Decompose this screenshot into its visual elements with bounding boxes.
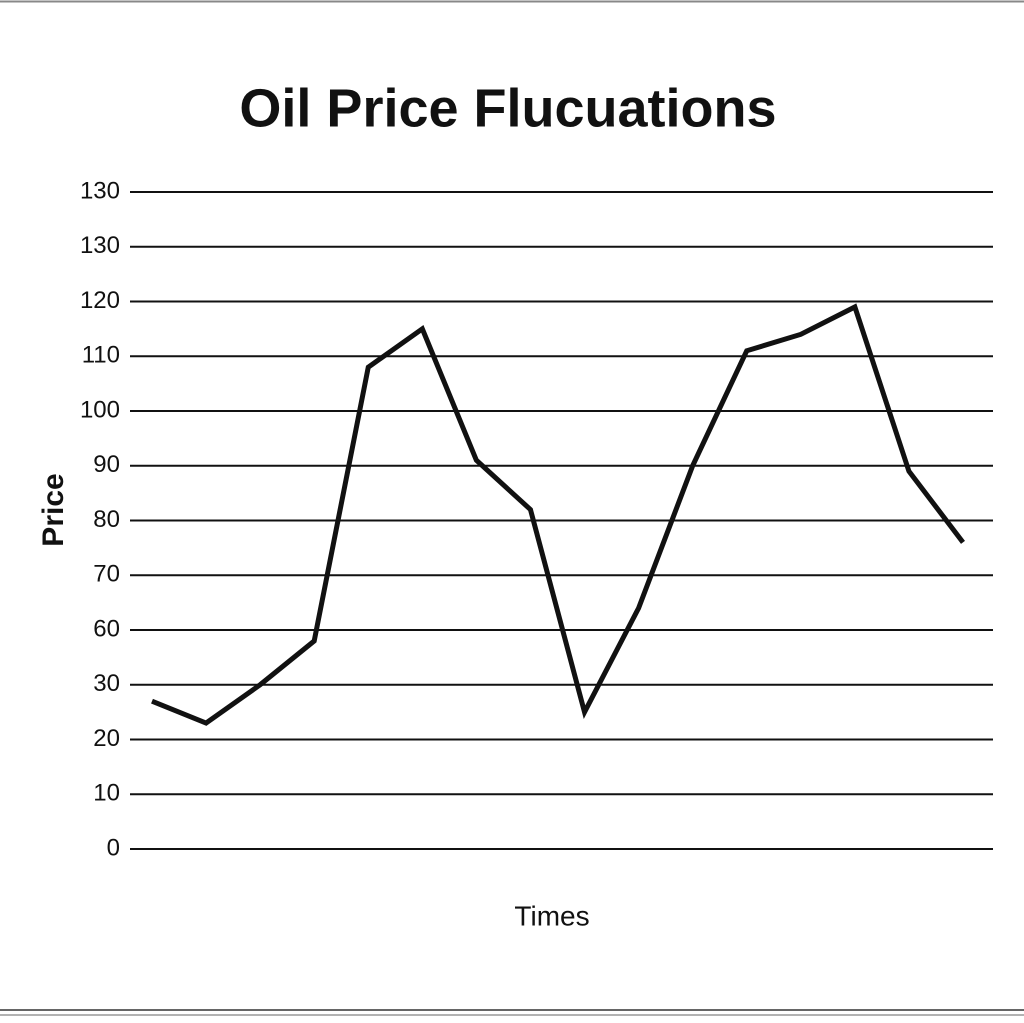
y-tick-label: 110 <box>82 342 120 369</box>
y-tick-label: 30 <box>93 670 120 697</box>
y-tick-label: 60 <box>93 615 120 642</box>
y-axis-label: Price <box>37 473 70 546</box>
data-line <box>151 303 965 726</box>
y-tick-label: 0 <box>107 834 120 861</box>
y-tick-label: 120 <box>80 287 120 314</box>
y-tick-label: 20 <box>93 725 120 752</box>
y-tick-label: 70 <box>93 561 120 588</box>
y-tick-label: 90 <box>93 451 120 478</box>
y-tick-label: 80 <box>93 506 120 533</box>
x-axis-label: Times <box>514 900 589 931</box>
y-tick-label: 10 <box>93 780 120 807</box>
chart-title: Oil Price Flucuations <box>239 78 776 138</box>
y-tick-label: 100 <box>80 396 120 423</box>
y-tick-label: 130 <box>80 232 120 259</box>
y-tick-label: 130 <box>80 177 120 204</box>
